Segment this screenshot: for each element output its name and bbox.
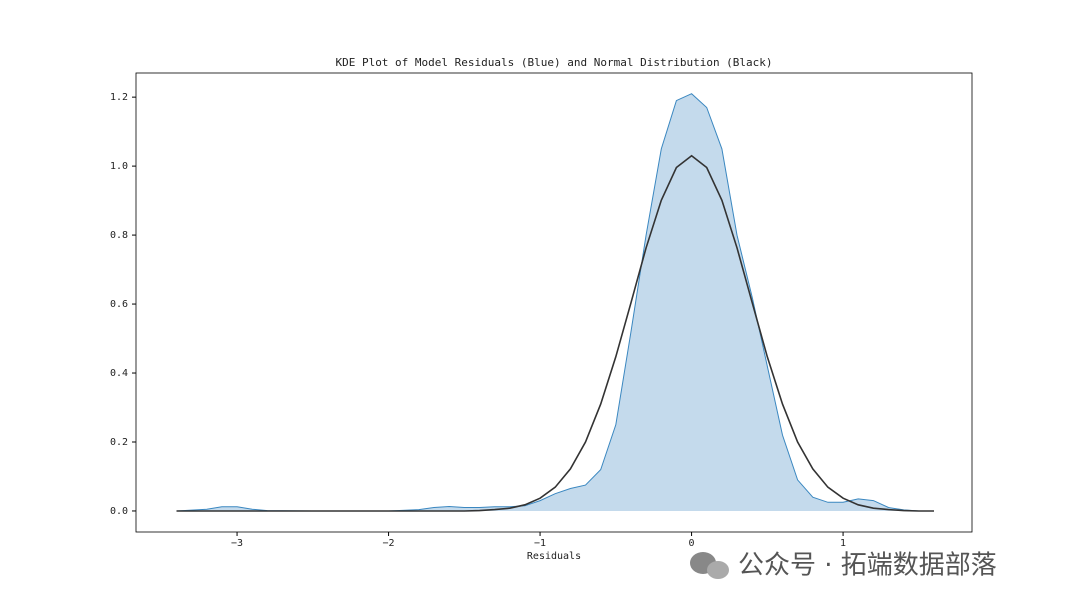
- x-tick-label: −3: [231, 538, 243, 549]
- y-tick-label: 0.2: [110, 437, 128, 448]
- kde-area: [176, 93, 935, 511]
- x-tick-label: −1: [534, 538, 546, 549]
- y-tick-label: 0.0: [110, 506, 128, 517]
- y-tick-label: 0.4: [110, 368, 128, 379]
- y-tick-label: 1.0: [110, 161, 128, 172]
- x-tick-label: 0: [689, 538, 695, 549]
- y-tick-label: 1.2: [110, 92, 128, 103]
- y-tick-label: 0.6: [110, 299, 128, 310]
- watermark-icon: [690, 552, 729, 579]
- normal-line: [176, 154, 934, 512]
- x-tick-label: −2: [383, 538, 395, 549]
- watermark: 公众号 · 拓端数据部落: [738, 551, 997, 581]
- chart-title: KDE Plot of Model Residuals (Blue) and N…: [335, 56, 772, 69]
- y-tick-label: 0.8: [110, 230, 128, 241]
- plot-frame: [135, 72, 973, 533]
- x-axis-label: Residuals: [527, 551, 581, 562]
- x-tick-label: 1: [840, 538, 846, 549]
- kde-line: [176, 93, 934, 512]
